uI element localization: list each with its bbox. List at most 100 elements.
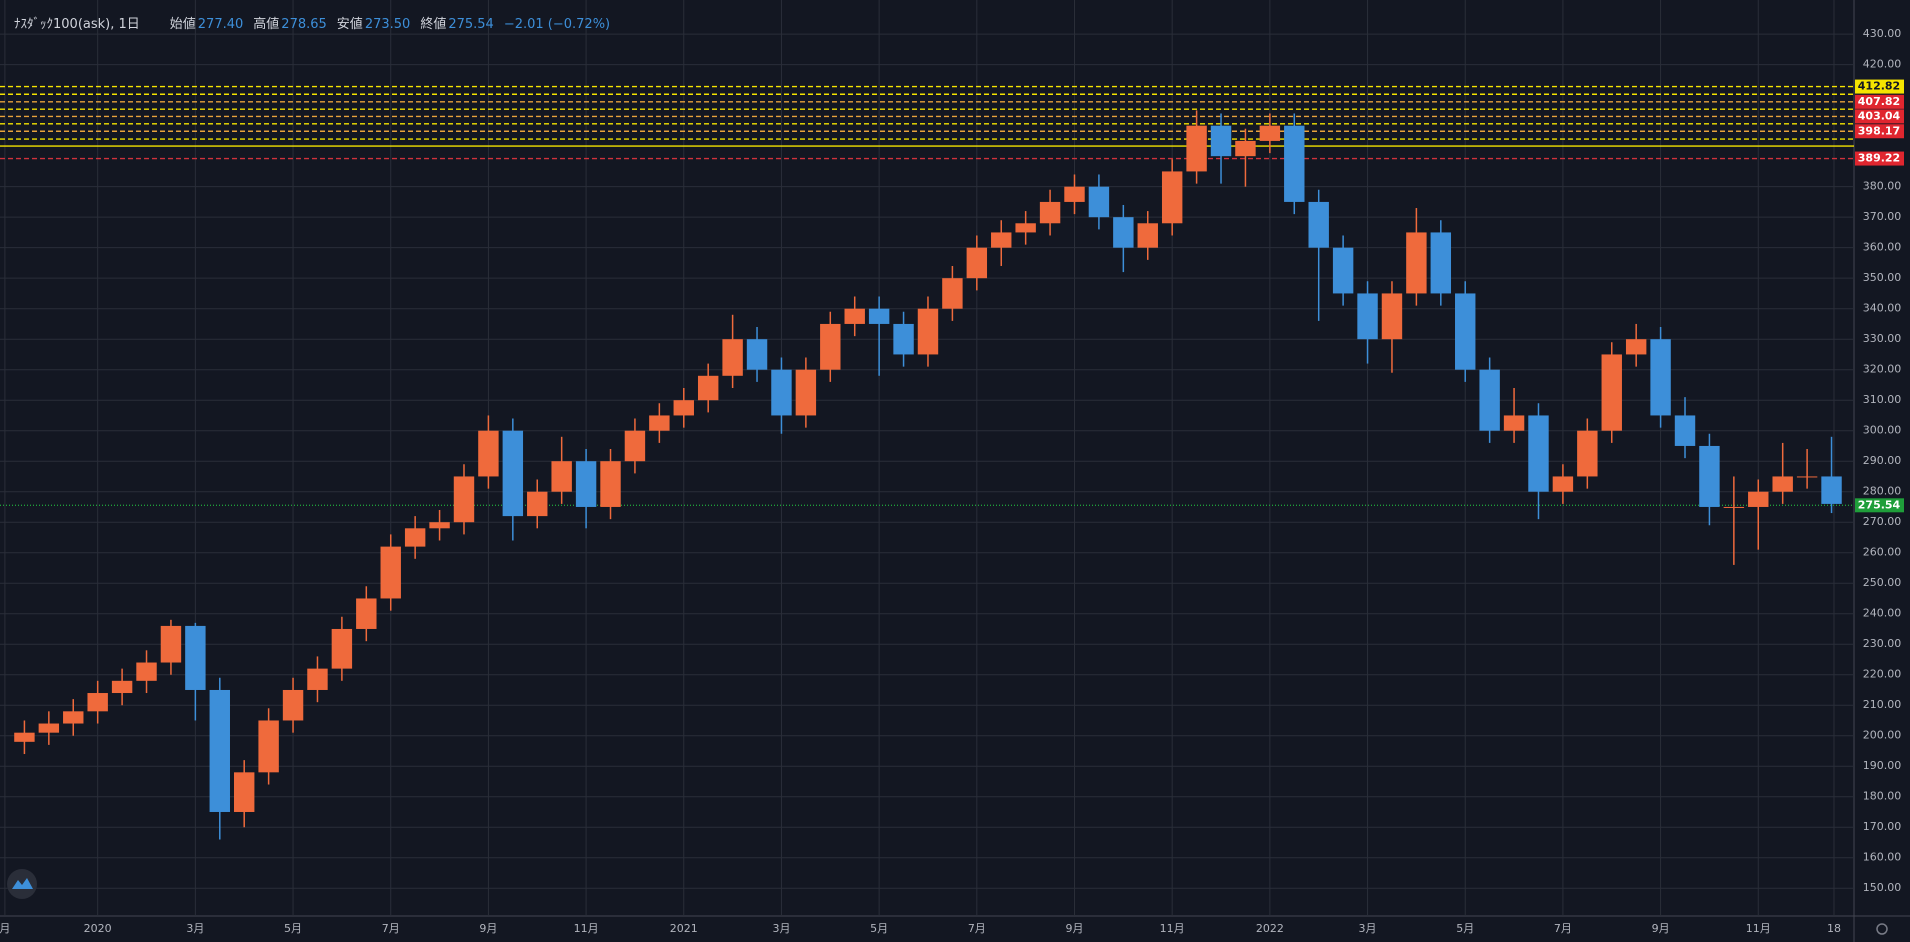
candle-body: [258, 720, 279, 773]
y-tick-label: 260.00: [1863, 546, 1902, 559]
price-label-bg: [1855, 79, 1904, 94]
candle-body: [1381, 293, 1403, 340]
candle-body: [1772, 476, 1793, 492]
candle-body: [111, 680, 133, 694]
candle-body: [1406, 232, 1427, 294]
candle-body: [404, 528, 426, 547]
candle-body: [1455, 293, 1476, 370]
change: −2.01 (−0.72%): [503, 17, 611, 32]
x-tick-label: 5月: [284, 922, 302, 935]
candle-body: [1601, 354, 1622, 431]
y-tick-label: 160.00: [1863, 851, 1902, 864]
candle-body: [1137, 223, 1158, 248]
logo[interactable]: [7, 869, 37, 899]
candle-body: [38, 723, 60, 733]
x-tick-label: 11月: [574, 922, 599, 935]
legend-header: ﾅｽﾀﾞｯｸ100(ask), 1日 始値 277.40 高値 278.65 安値 273.…: [14, 13, 612, 32]
candle-body: [307, 668, 328, 690]
ohlc-label: 終値: [420, 17, 447, 32]
ohlc-value: 273.50: [364, 17, 411, 32]
price-label-bg: [1855, 498, 1904, 513]
candle-body: [1186, 125, 1207, 172]
candle-body: [429, 522, 450, 529]
price-label-bg: [1855, 124, 1904, 139]
x-tick-label: 9月: [479, 922, 497, 935]
y-tick-label: 330.00: [1863, 332, 1902, 345]
logo-mark: [12, 878, 33, 889]
candle-body: [1064, 186, 1085, 202]
y-tick-label: 290.00: [1863, 454, 1902, 467]
y-tick-label: 190.00: [1863, 759, 1902, 772]
x-tick-label: 月: [0, 922, 10, 935]
price-label: 389.22: [1858, 152, 1900, 165]
candle-body: [551, 461, 572, 492]
candle-body: [136, 662, 157, 681]
candle-body: [478, 430, 499, 477]
ohlc-label: 安値: [336, 17, 363, 32]
price-label-bg: [1855, 109, 1904, 124]
candle-body: [453, 476, 475, 523]
candle-body: [600, 461, 621, 507]
candle-body: [1039, 201, 1061, 224]
x-tick-label: 11月: [1160, 922, 1185, 935]
candle-body: [14, 732, 35, 742]
candle-body: [722, 339, 743, 376]
y-tick-label: 310.00: [1863, 393, 1902, 406]
y-tick-label: 430.00: [1863, 27, 1902, 40]
price-label: 412.82: [1858, 80, 1900, 93]
candle-body: [697, 375, 719, 401]
candle-body: [63, 711, 84, 724]
candle-body: [87, 693, 108, 712]
candle-body: [331, 628, 353, 669]
symbol: ﾅｽﾀﾞｯｸ100(ask), 1日: [14, 17, 140, 32]
candle-body: [1308, 201, 1329, 248]
ohlc-value: 278.65: [281, 17, 327, 32]
y-tick-label: 300.00: [1863, 424, 1902, 437]
candle-body: [1015, 223, 1036, 233]
y-tick-label: 370.00: [1863, 210, 1902, 223]
candle-body: [966, 247, 988, 279]
candle-body: [1161, 171, 1183, 224]
logo-circle[interactable]: [7, 869, 37, 899]
ohlc-value: 277.40: [197, 17, 244, 32]
candle-body: [893, 323, 914, 355]
x-tick-label: 7月: [1554, 922, 1572, 935]
x-tick-label: 5月: [870, 922, 888, 935]
x-tick-label: 18: [1827, 922, 1841, 935]
x-tick-label: 2021: [670, 922, 698, 935]
candle-body: [380, 546, 401, 599]
candle-body: [1796, 476, 1818, 478]
candle-body: [282, 689, 304, 721]
candle-body: [844, 308, 865, 324]
x-tick-label: 3月: [1359, 922, 1377, 935]
y-tick-label: 150.00: [1863, 881, 1902, 894]
ohlc-label: 高値: [253, 17, 280, 32]
price-label-bg: [1855, 151, 1904, 166]
x-tick-label: 7月: [382, 922, 400, 935]
settings-button[interactable]: [1876, 923, 1888, 935]
ohlc-label: 始値: [169, 17, 196, 32]
candle-body: [527, 491, 548, 517]
y-tick-label: 200.00: [1863, 729, 1902, 742]
candle-body: [1113, 217, 1134, 248]
x-tick-label: 7月: [968, 922, 986, 935]
x-tick-label: 2022: [1256, 922, 1284, 935]
y-tick-label: 170.00: [1863, 820, 1902, 833]
grid: [0, 0, 1854, 916]
y-tick-label: 350.00: [1863, 271, 1902, 284]
gear-icon[interactable]: [1876, 923, 1888, 935]
y-tick-label: 380.00: [1863, 180, 1902, 193]
x-tick-label: 3月: [772, 922, 790, 935]
candle-body: [160, 625, 182, 663]
y-tick-label: 240.00: [1863, 607, 1902, 620]
candle-body: [746, 339, 768, 370]
price-lines: [0, 85, 1854, 507]
candle-body: [1528, 415, 1549, 492]
candle-body: [1479, 369, 1500, 431]
price-label-bg: [1855, 94, 1904, 109]
y-tick-label: 230.00: [1863, 637, 1902, 650]
candle-body: [502, 430, 524, 517]
